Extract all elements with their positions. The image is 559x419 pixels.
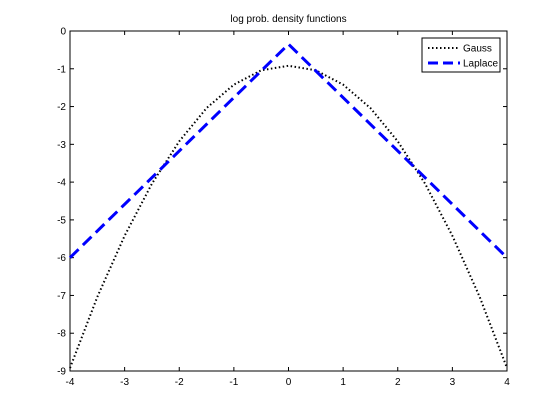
legend-label-gauss: Gauss: [463, 44, 492, 55]
y-tick-label: -8: [57, 329, 66, 340]
x-tick-label: -3: [120, 377, 129, 388]
y-tick-label: -6: [57, 253, 66, 264]
y-tick-label: -4: [57, 178, 66, 189]
x-tick-label: -1: [229, 377, 238, 388]
x-tick-label: -4: [66, 377, 75, 388]
chart-title: log prob. density functions: [230, 14, 346, 25]
y-tick-label: 0: [60, 27, 66, 38]
plot-area: [69, 30, 508, 372]
series-layer: [68, 42, 509, 369]
y-tick-label: -3: [57, 140, 66, 151]
y-tick-label: -2: [57, 102, 66, 113]
y-tick-label: -7: [57, 291, 66, 302]
x-tick-label: 0: [286, 377, 292, 388]
y-tick-label: -9: [57, 367, 66, 378]
x-tick-label: 3: [450, 377, 456, 388]
x-tick-label: -2: [175, 377, 184, 388]
legend-label-laplace: Laplace: [463, 59, 498, 70]
series-line-gauss: [69, 64, 508, 369]
y-tick-label: -5: [57, 215, 66, 226]
legend-box: [421, 37, 501, 73]
series-line-laplace: [68, 42, 509, 259]
x-tick-label: 2: [395, 377, 401, 388]
x-tick-label: 4: [504, 377, 510, 388]
x-tick-label: 1: [340, 377, 346, 388]
ticks-layer: -4 -3 -2 -1 0 1 2 3 4 0 -1 -2 -3 -4 -5 -6 -7 -8 -9: [57, 27, 510, 389]
y-tick-label: -1: [57, 64, 66, 75]
legend: Gauss Laplace: [421, 37, 501, 73]
